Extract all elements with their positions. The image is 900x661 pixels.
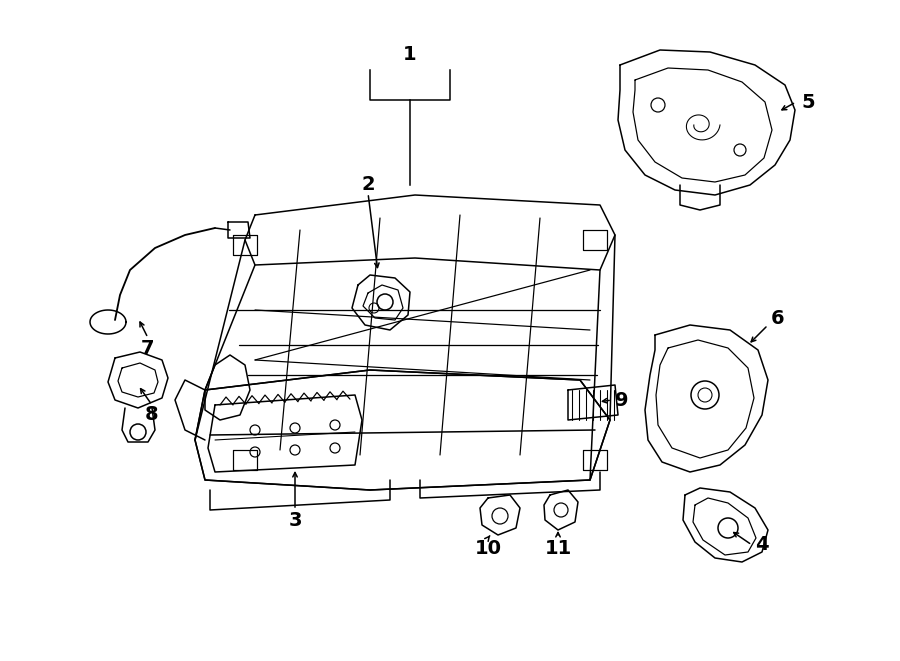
Text: 5: 5 (801, 93, 814, 112)
Text: 9: 9 (616, 391, 629, 410)
Text: 3: 3 (288, 510, 302, 529)
Text: 11: 11 (544, 539, 572, 557)
Text: 6: 6 (771, 309, 785, 327)
Text: 10: 10 (474, 539, 501, 557)
Text: 7: 7 (141, 338, 155, 358)
Text: 4: 4 (755, 535, 769, 555)
Text: 2: 2 (361, 176, 374, 194)
Text: 1: 1 (403, 46, 417, 65)
Text: 8: 8 (145, 405, 158, 424)
